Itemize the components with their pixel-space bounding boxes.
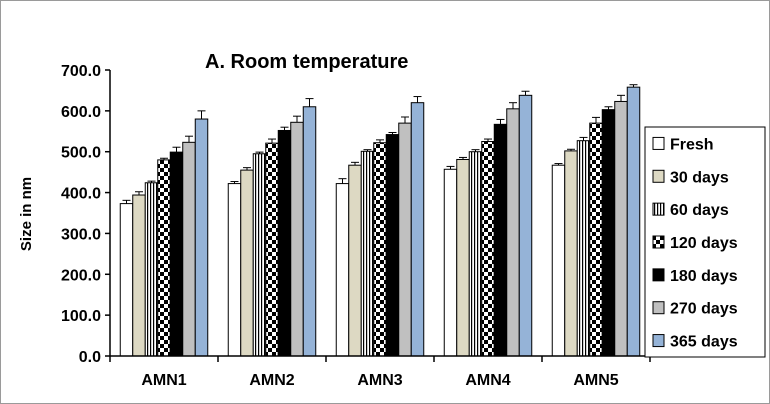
bar: [360, 150, 375, 357]
bar: [348, 164, 362, 357]
bars-group: [119, 84, 641, 357]
y-tick-label: 500.0: [61, 145, 101, 162]
bar: [290, 121, 304, 357]
bar: [227, 183, 242, 357]
chart-title: A. Room temperature: [205, 51, 408, 73]
bar: [144, 182, 159, 357]
bar: [410, 102, 425, 357]
bar: [335, 183, 350, 357]
y-tick-label: 0.0: [79, 349, 101, 366]
y-tick-label: 700.0: [61, 63, 101, 80]
bar: [601, 109, 616, 357]
bar: [398, 122, 412, 357]
bar: [626, 86, 641, 357]
bar: [468, 151, 483, 357]
legend-label: 30 days: [670, 169, 729, 186]
legend-label: 60 days: [670, 202, 729, 219]
bar: [277, 129, 292, 357]
x-axis: AMN1 AMN2 AMN3 AMN4 AMN5: [109, 355, 651, 389]
bar: [194, 118, 209, 357]
bar: [373, 142, 387, 357]
bar: [481, 141, 495, 357]
bar: [252, 153, 267, 357]
bar: [506, 108, 520, 357]
bar: [518, 94, 533, 357]
bar: [614, 100, 628, 357]
bar: [132, 194, 146, 357]
legend-label: 120 days: [670, 235, 738, 252]
bar: [302, 106, 317, 357]
legend-box: [644, 126, 766, 358]
bar: [385, 134, 400, 357]
bar: [576, 140, 591, 357]
x-tick-label: AMN2: [249, 372, 294, 389]
legend-swatch: [652, 136, 665, 150]
legend-label: 270 days: [670, 301, 738, 318]
legend-swatch: [652, 268, 665, 282]
bar: [240, 169, 254, 357]
y-tick-label: 600.0: [61, 104, 101, 121]
bar: [182, 141, 196, 357]
bar: [265, 142, 279, 357]
legend-swatch: [652, 235, 665, 249]
legend-swatch: [652, 202, 665, 216]
y-tick-label: 200.0: [61, 267, 101, 284]
x-tick-label: AMN5: [573, 372, 618, 389]
y-tick-label: 300.0: [61, 226, 101, 243]
x-tick-label: AMN4: [465, 372, 510, 389]
bar: [493, 123, 508, 357]
legend-label: 365 days: [670, 334, 738, 351]
x-tick-label: AMN1: [141, 372, 186, 389]
bar: [456, 158, 470, 357]
bar: [157, 159, 171, 357]
bar: [564, 150, 578, 357]
bar: [551, 164, 566, 357]
bar: [443, 168, 458, 357]
y-axis-label: Size in nm: [18, 177, 35, 251]
legend: Fresh 30 days 60 days 120 days 180 days 270 d…: [644, 126, 766, 358]
y-axis: 0.0 100.0 200.0 300.0 400.0 500.0 600.0 700.0: [61, 63, 111, 366]
bar: [589, 122, 603, 357]
legend-swatch: [652, 301, 665, 315]
legend-swatch: [652, 334, 665, 348]
legend-swatch: [652, 169, 665, 183]
legend-label: 180 days: [670, 268, 738, 285]
x-tick-label: AMN3: [357, 372, 402, 389]
legend-label: Fresh: [670, 136, 714, 153]
bar: [119, 203, 134, 357]
bar: [169, 151, 184, 357]
y-tick-label: 100.0: [61, 308, 101, 325]
y-tick-label: 400.0: [61, 186, 101, 203]
